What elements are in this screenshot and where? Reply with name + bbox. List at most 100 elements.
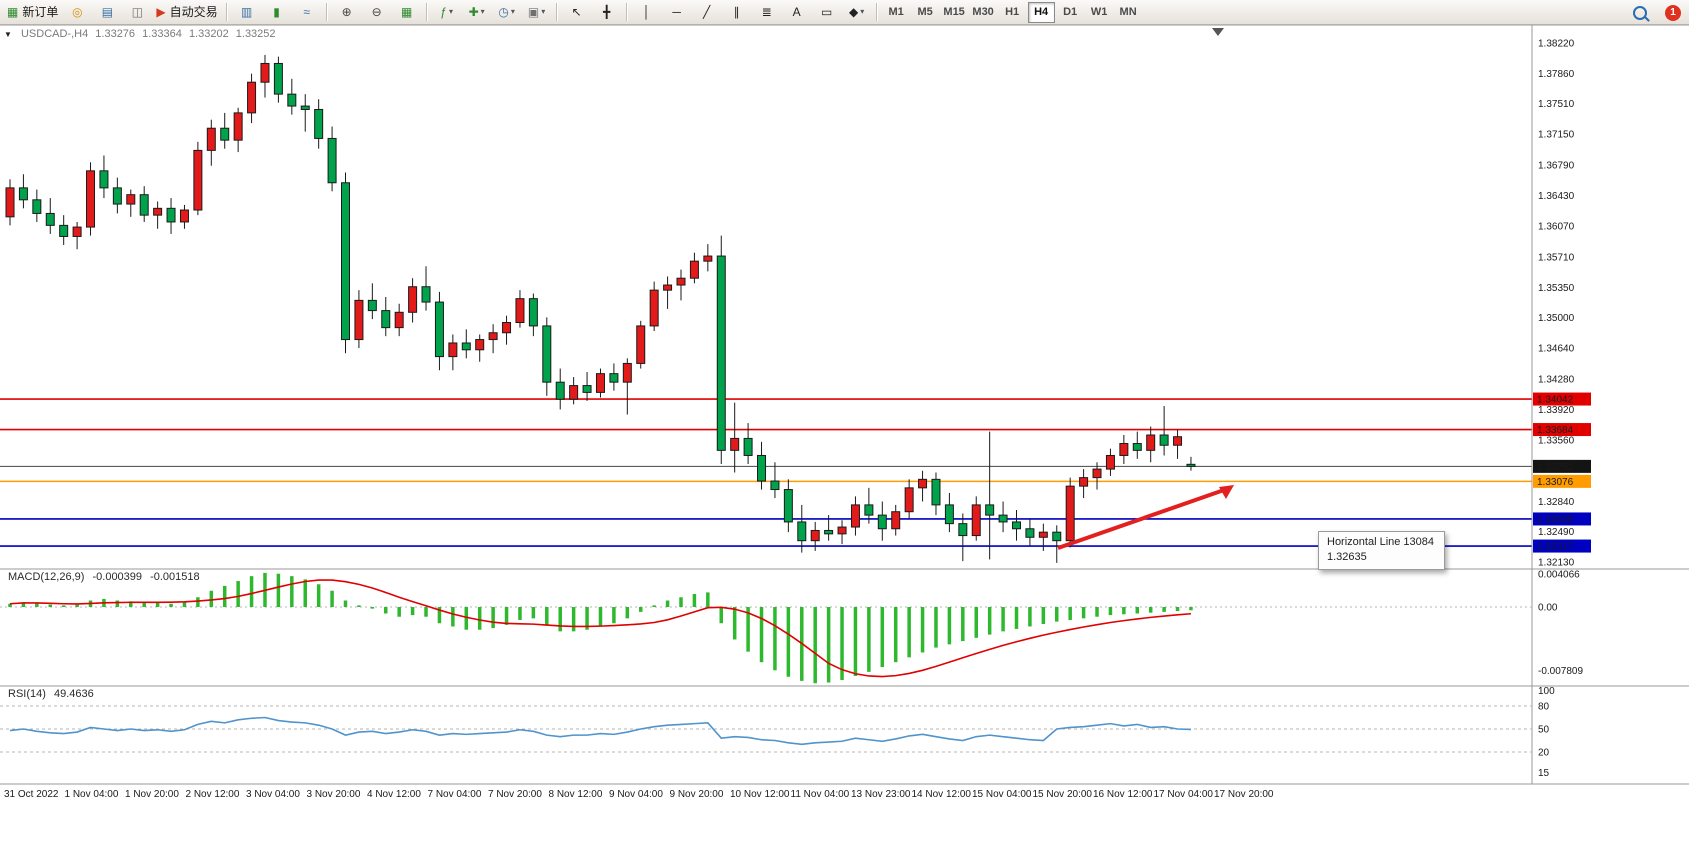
timeframe-M15[interactable]: M15 — [943, 6, 965, 18]
price-label — [1533, 392, 1591, 406]
svg-text:1.36430: 1.36430 — [1538, 191, 1575, 202]
trend-arrow[interactable] — [1057, 485, 1234, 550]
candle — [59, 215, 69, 245]
candle — [5, 179, 15, 226]
trendline-button[interactable]: ╱ — [693, 1, 721, 23]
macd-label: MACD(12,26,9) -0.000399 -0.001518 — [8, 571, 205, 583]
timeframe-M30[interactable]: M30 — [972, 6, 994, 18]
notification-badge[interactable]: 1 — [1665, 4, 1681, 21]
toolbar-separator — [325, 3, 328, 21]
search-button[interactable] — [1626, 2, 1654, 24]
market-watch-button[interactable]: ▤ — [93, 1, 121, 23]
price-label — [1533, 474, 1591, 488]
candle — [1065, 477, 1075, 548]
data-window-icon: ◫ — [131, 5, 144, 19]
periods-button[interactable]: ◷ ▾ — [493, 1, 521, 23]
line-chart-button[interactable]: ≈ — [293, 1, 321, 23]
text-button[interactable]: A — [783, 1, 811, 23]
tile-windows-button[interactable]: ▦ — [393, 1, 421, 23]
shapes-button[interactable]: ◆ ▾ — [843, 1, 871, 23]
horizontal-line-button[interactable]: ─ — [663, 1, 691, 23]
data-window-button[interactable]: ◫ — [123, 1, 151, 23]
chart-header: ▼ USDCAD-,H4 1.33276 1.33364 1.33202 1.3… — [4, 28, 280, 40]
candle — [609, 363, 619, 391]
candle — [367, 283, 377, 320]
toolbar-separator — [875, 3, 878, 21]
indicators-button[interactable]: ƒ ▾ — [433, 1, 461, 23]
candlestick-chart-button[interactable]: ▮ — [263, 1, 291, 23]
chevron-down-icon: ▾ — [448, 7, 453, 16]
candle — [273, 56, 283, 103]
candle — [958, 513, 968, 562]
timeframe-M5[interactable]: M5 — [917, 6, 933, 18]
svg-text:1.33076: 1.33076 — [1537, 477, 1574, 488]
dartboard-button[interactable]: ◎ — [63, 1, 91, 23]
one-click-trading-toggle[interactable]: ▼ — [4, 30, 12, 39]
add-indicator-button[interactable]: ✚ ▾ — [463, 1, 491, 23]
svg-text:1.37860: 1.37860 — [1538, 69, 1575, 80]
autotrading-button[interactable]: ▶ 自动交易 — [153, 1, 220, 23]
cursor-button[interactable]: ↖ — [563, 1, 591, 23]
candle — [676, 269, 686, 301]
candle — [475, 334, 485, 362]
svg-text:9 Nov 20:00: 9 Nov 20:00 — [670, 789, 724, 800]
zoom-out-button[interactable]: ⊖ — [363, 1, 391, 23]
rsi-value: 49.4636 — [53, 688, 94, 700]
ohlc-low: 1.33202 — [188, 28, 229, 40]
svg-text:1.35000: 1.35000 — [1538, 313, 1575, 324]
timeframe-D1[interactable]: D1 — [1063, 6, 1078, 18]
bar-chart-button[interactable]: ▥ — [233, 1, 261, 23]
vertical-line-icon: │ — [642, 5, 651, 19]
candle — [1038, 523, 1048, 551]
new-order-button[interactable]: ▦ 新订单 — [4, 1, 61, 23]
candle — [421, 266, 431, 311]
macd-name: MACD(12,26,9) — [8, 571, 85, 583]
channel-button[interactable]: ∥ — [723, 1, 751, 23]
fibonacci-button[interactable]: ≣ — [753, 1, 781, 23]
candle — [864, 487, 874, 524]
timeframe-W1[interactable]: W1 — [1090, 6, 1108, 18]
rsi-line — [9, 716, 1191, 746]
candle — [260, 54, 270, 98]
crosshair-button[interactable]: ╋ — [593, 1, 621, 23]
templates-icon: ▣ — [527, 5, 540, 19]
zoom-in-button[interactable]: ⊕ — [333, 1, 361, 23]
templates-button[interactable]: ▣ ▾ — [523, 1, 551, 23]
rsi-axis: 100 80 50 20 15 — [1538, 686, 1555, 779]
vertical-line-button[interactable]: │ — [633, 1, 661, 23]
svg-text:1.32840: 1.32840 — [1538, 497, 1575, 508]
macd-signal-value: -0.001518 — [150, 571, 200, 583]
svg-text:1.34042: 1.34042 — [1537, 395, 1574, 406]
candle — [757, 441, 767, 490]
svg-text:1.34280: 1.34280 — [1538, 374, 1575, 385]
candle — [1159, 406, 1169, 456]
svg-text:1.32490: 1.32490 — [1538, 527, 1575, 538]
timeframe-H4[interactable]: H4 — [1027, 1, 1055, 23]
zoom-in-icon: ⊕ — [341, 5, 352, 19]
svg-text:15: 15 — [1538, 768, 1550, 779]
chart-shift-marker[interactable] — [1212, 28, 1224, 36]
candle — [233, 107, 243, 153]
candle — [18, 174, 28, 209]
text-label-button[interactable]: ▭ — [813, 1, 841, 23]
candle — [112, 177, 122, 214]
candle — [891, 504, 901, 536]
candle — [703, 244, 713, 272]
svg-text:2 Nov 12:00: 2 Nov 12:00 — [186, 789, 240, 800]
candle — [783, 479, 793, 533]
timeframe-MN[interactable]: MN — [1119, 6, 1137, 18]
timeframe-M1[interactable]: M1 — [888, 6, 904, 18]
candle — [354, 290, 364, 349]
price-label — [1533, 512, 1591, 526]
svg-text:31 Oct 2022: 31 Oct 2022 — [4, 789, 59, 800]
text-icon: A — [792, 5, 801, 19]
toolbar-buttons: ▦ 新订单 ◎ ▤ ◫ ▶ 自动交易 ▥ ▮ ≈ ⊕ ⊖ ▦ ƒ ▾ ✚ ▾ ◷ ▾ ▣ ▾ ↖ ╋ │ ─ ╱ ∥ ≣ A ▭ ◆ ▾ M1 M… — [3, 0, 1143, 24]
candlestick-chart-icon: ▮ — [273, 5, 280, 19]
svg-text:1.32130: 1.32130 — [1538, 557, 1575, 568]
candle — [515, 290, 525, 328]
tile-windows-icon: ▦ — [400, 5, 413, 19]
svg-text:4 Nov 12:00: 4 Nov 12:00 — [367, 789, 421, 800]
timeframe-H1[interactable]: H1 — [1005, 6, 1020, 18]
candle — [341, 172, 350, 354]
candle — [689, 252, 699, 284]
